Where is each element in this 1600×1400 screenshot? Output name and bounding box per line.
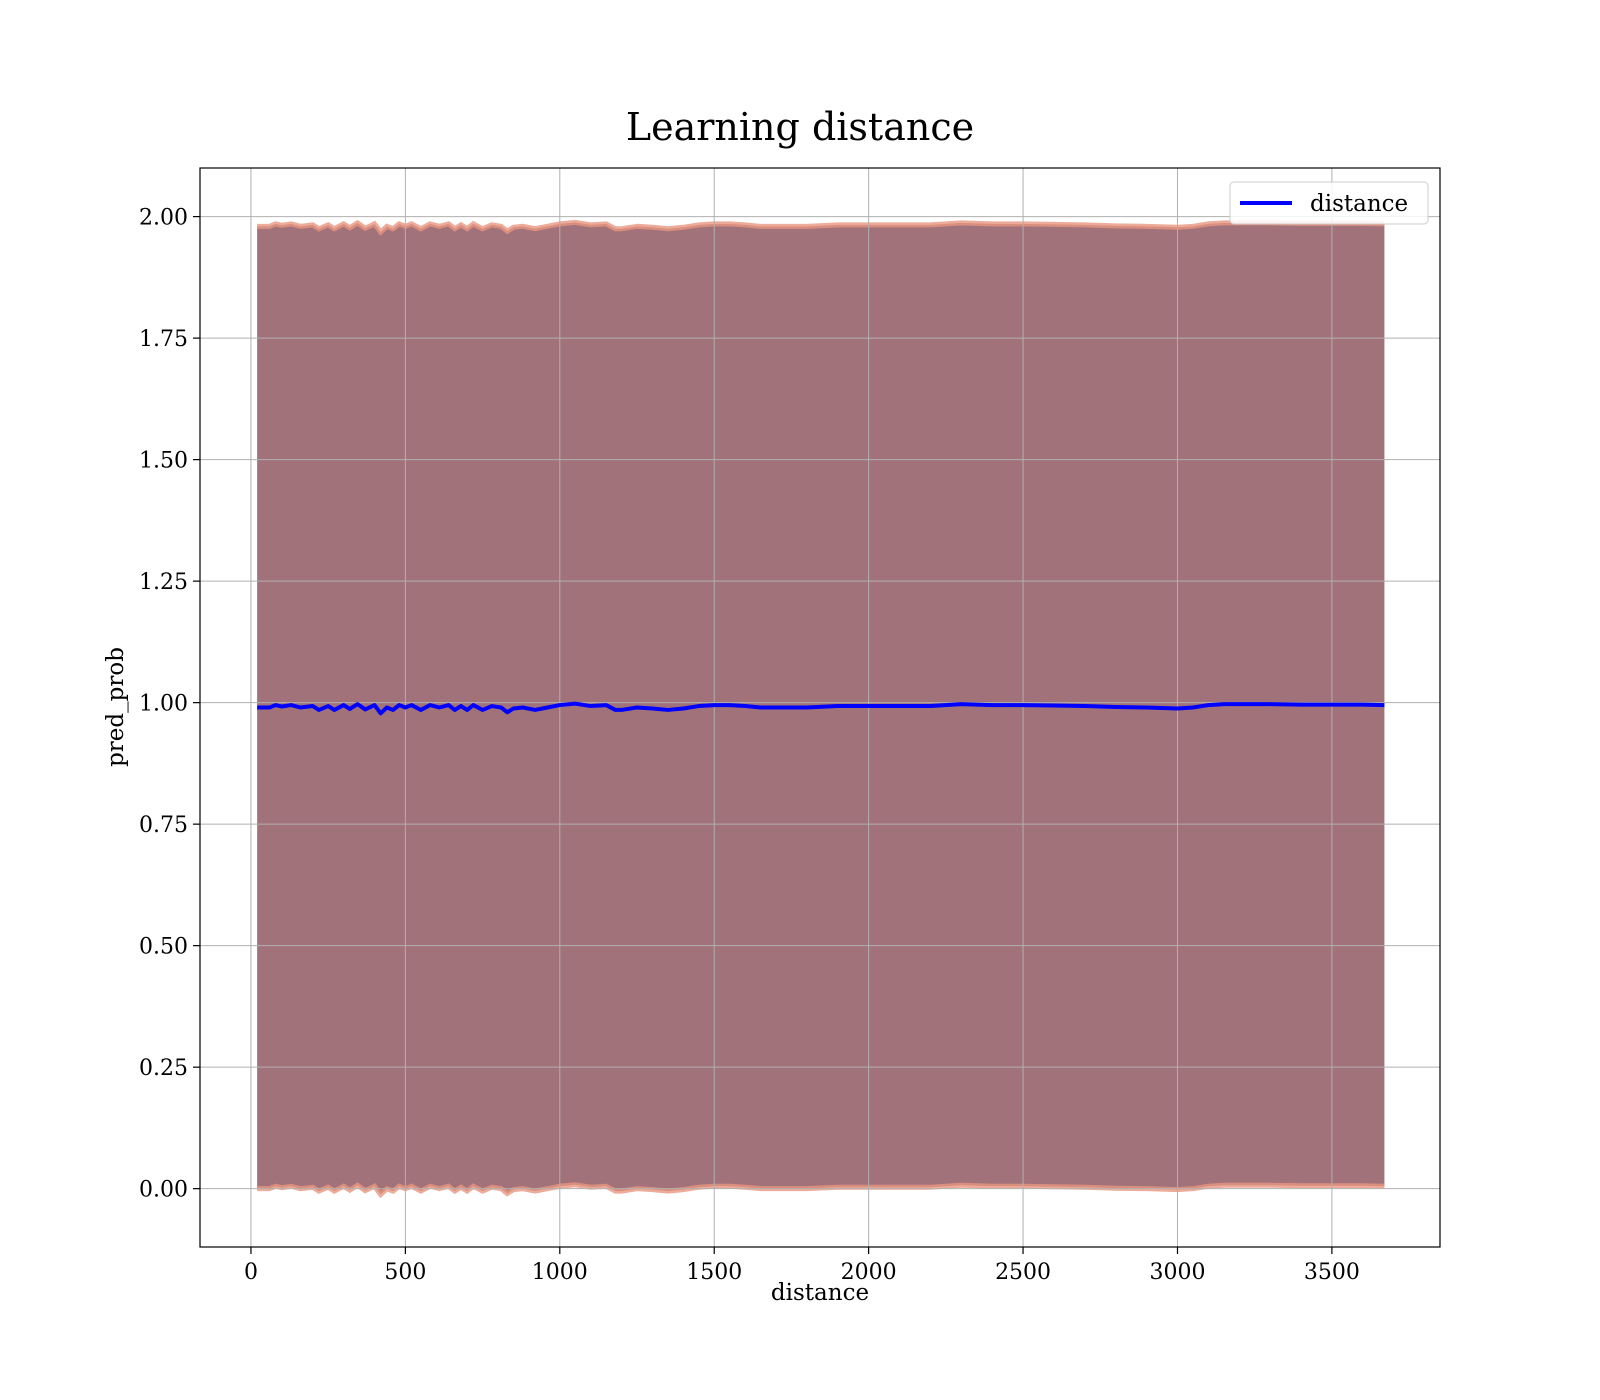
plot-frame: [199, 167, 1441, 1248]
chart-title: Learning distance: [626, 105, 974, 149]
x-tick-label: 3000: [1149, 1260, 1205, 1285]
band-lower-edge: [257, 1182, 1385, 1199]
y-tick-label: 1.25: [139, 570, 188, 595]
y-tick-label: 1.50: [139, 449, 188, 474]
y-tick-label: 1.00: [139, 692, 188, 717]
x-tick-label: 1000: [532, 1260, 588, 1285]
x-tick-label: 2000: [841, 1260, 897, 1285]
legend-box: [1229, 181, 1429, 225]
x-tick-label: 3500: [1304, 1260, 1360, 1285]
x-tick-label: 1500: [686, 1260, 742, 1285]
y-axis-label: pred_prob: [103, 647, 129, 767]
series-line-distance: [257, 701, 1385, 716]
y-tick-label: 2.00: [139, 206, 188, 231]
plot-area: 0 500 1000 1500 2000 2500 3000 3500 0.00 0.25 0.50…: [139, 167, 1441, 1285]
y-tick-label: 0.50: [139, 935, 188, 960]
y-tick-label: 0.75: [139, 813, 188, 838]
y-tick-label: 0.25: [139, 1056, 188, 1081]
legend-label-distance: distance: [1310, 191, 1408, 217]
x-tick-label: 2500: [995, 1260, 1051, 1285]
y-tick-label: 1.75: [139, 327, 188, 352]
x-tick-label: 500: [384, 1260, 426, 1285]
x-axis-label: distance: [771, 1280, 869, 1306]
x-tick-label: 0: [244, 1260, 258, 1285]
y-tick-label: 0.00: [139, 1178, 188, 1203]
